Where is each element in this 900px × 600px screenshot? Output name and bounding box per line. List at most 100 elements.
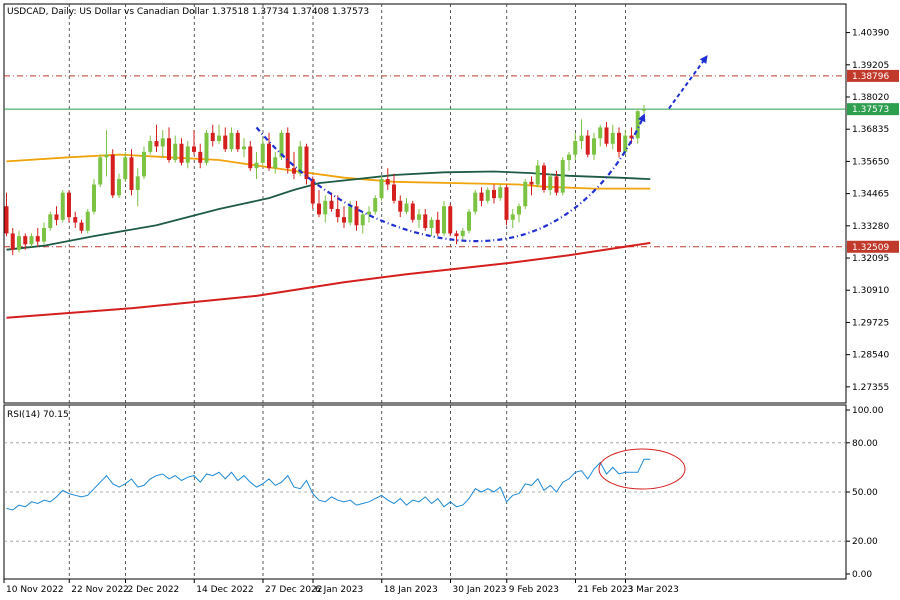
level-price-tag — [847, 103, 899, 116]
candle-body — [392, 184, 396, 201]
candle-body — [142, 151, 146, 177]
date-tick-label: 21 Feb 2023 — [578, 585, 634, 595]
candle-body — [567, 154, 571, 161]
date-tick-label: 30 Jan 2023 — [453, 585, 507, 595]
candle-body — [442, 206, 446, 234]
candle-body — [48, 214, 53, 228]
candle-body — [310, 179, 315, 204]
candle-body — [67, 192, 71, 218]
moving-average-line — [6, 153, 651, 190]
candle-body — [642, 109, 646, 111]
level-price-tag — [847, 240, 899, 253]
date-tick-label: 6 Jan 2023 — [315, 585, 363, 595]
candle-body — [435, 219, 440, 234]
candle-body — [548, 176, 553, 190]
candle-body — [492, 189, 496, 199]
candle-body — [123, 157, 128, 180]
candle-body — [554, 176, 559, 193]
candle-body — [560, 160, 565, 193]
candle-body — [398, 200, 403, 212]
price-tick-label: 1.29725 — [852, 318, 889, 328]
candle-body — [317, 203, 321, 215]
candle-body — [504, 187, 509, 220]
candle-body — [604, 127, 609, 144]
candle-body — [335, 208, 340, 218]
candle-body — [42, 227, 46, 242]
candle-body — [629, 135, 634, 139]
candle-body — [273, 157, 278, 169]
candle-body — [517, 206, 521, 215]
candle-body — [4, 206, 9, 234]
candle-body — [429, 219, 434, 228]
rsi-tick-label: 20.00 — [852, 537, 878, 547]
candle-body — [423, 214, 428, 228]
candle-body — [35, 236, 40, 242]
moving-average-line — [6, 170, 651, 251]
candle-body — [279, 132, 284, 158]
candle-body — [235, 132, 240, 150]
date-tick-label: 3 Mar 2023 — [628, 585, 679, 595]
candle-body — [329, 200, 334, 209]
price-tick-label: 1.36835 — [852, 125, 889, 135]
candle-body — [617, 132, 621, 152]
candle-body — [354, 206, 359, 226]
rsi-tick-label: 0.00 — [852, 570, 872, 580]
candle-body — [379, 179, 384, 199]
candle-body — [229, 132, 234, 150]
candle-body — [417, 214, 421, 220]
level-price-label: 1.38796 — [852, 72, 889, 82]
candle-body — [598, 127, 603, 139]
candle-body — [454, 233, 459, 237]
candle-body — [92, 184, 96, 212]
candle-body — [510, 214, 515, 220]
candle-body — [348, 206, 353, 223]
candle-body — [323, 200, 328, 215]
candle-body — [23, 236, 28, 245]
candle-body — [110, 154, 115, 196]
rsi-tick-label: 50.00 — [852, 488, 878, 498]
price-tick-label: 1.38020 — [852, 93, 889, 103]
candle-body — [448, 206, 453, 234]
candle-body — [404, 203, 409, 212]
date-tick-label: 27 Dec 2022 — [265, 585, 323, 595]
candle-body — [573, 141, 578, 155]
candle-body — [160, 138, 165, 147]
candle-body — [148, 141, 153, 152]
candle-body — [10, 233, 15, 250]
candle-body — [304, 146, 309, 180]
candle-body — [292, 168, 296, 174]
candle-body — [542, 165, 546, 190]
date-tick-label: 10 Nov 2022 — [6, 585, 64, 595]
candle-body — [79, 222, 84, 231]
candle-body — [460, 230, 465, 237]
price-tick-label: 1.35650 — [852, 157, 889, 167]
candle-body — [367, 211, 371, 215]
candle-body — [223, 135, 228, 150]
candle-body — [479, 192, 484, 201]
candle-body — [254, 162, 259, 169]
candle-body — [298, 146, 303, 174]
candle-body — [204, 132, 209, 163]
date-tick-label: 2 Dec 2022 — [128, 585, 180, 595]
chart-title: USDCAD, Daily: US Dollar vs Canadian Dol… — [7, 7, 369, 17]
candle-body — [54, 214, 59, 220]
price-tick-label: 1.28540 — [852, 351, 889, 361]
candle-body — [210, 132, 215, 142]
price-tick-label: 1.34465 — [852, 190, 889, 200]
candle-body — [154, 141, 159, 147]
candle-body — [585, 135, 590, 155]
rsi-line — [6, 458, 651, 511]
candle-body — [192, 146, 196, 152]
price-tick-label: 1.40390 — [852, 29, 889, 39]
candle-body — [535, 165, 540, 185]
candle-body — [179, 143, 184, 163]
candle-body — [29, 236, 34, 245]
candle-body — [135, 176, 140, 190]
candle-body — [98, 157, 103, 185]
candle-body — [248, 146, 253, 169]
candle-body — [185, 146, 190, 163]
candle-body — [623, 135, 628, 152]
candle-body — [285, 132, 290, 169]
price-tick-label: 1.39205 — [852, 61, 889, 71]
